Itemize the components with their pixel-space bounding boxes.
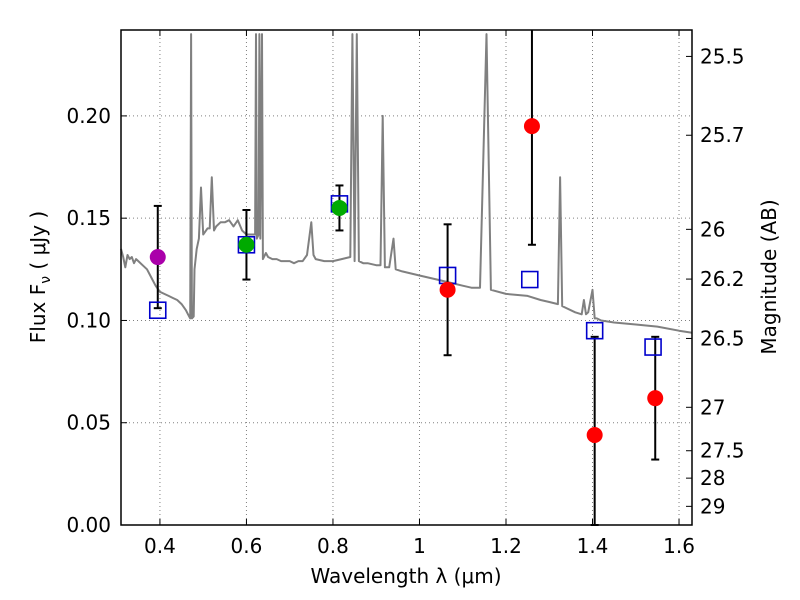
tick-layer: 0.4 0.6 0.8 1 1.2 1.4 1.6 0.00 0.05 0.10 0.15 0.20 2… [66,30,745,558]
mag-tick-label-6: 27.5 [700,439,745,463]
model-point-0 [148,301,167,320]
observed-point-2 [331,199,348,216]
x-tick-label-6: 1.6 [663,534,695,558]
observed-point-3 [439,281,456,298]
x-axis-label: Wavelength λ (μm) [310,564,501,588]
x-tick-label-3: 1 [413,534,426,558]
observed-point-6 [647,390,664,407]
mag-tick-label-4: 26.5 [700,326,745,350]
x-tick-label-2: 0.8 [317,534,349,558]
x-tick-label-5: 1.4 [577,534,609,558]
plot-frame [120,29,693,526]
y-tick-label-3: 0.15 [66,206,111,230]
observed-point-5 [586,427,603,443]
spectrum-line [120,33,693,334]
x-tick-label-0: 0.4 [144,534,176,558]
y-axis-label-unit: ( μJy ) [26,211,50,276]
x-tick-label-1: 0.6 [231,534,263,558]
mag-tick-label-5: 27 [700,395,725,419]
data-layer [120,30,693,526]
y-axis-label: Flux Fν ( μJy ) [26,211,54,343]
model-point-4 [520,270,539,289]
grid-lines [121,30,692,526]
mag-tick-label-3: 26.2 [700,267,745,291]
mag-tick-label-8: 29 [700,494,725,518]
y2-axis-label: Magnitude (AB) [757,199,781,354]
observed-point-1 [238,236,255,253]
y-tick-label-2: 0.10 [66,308,111,332]
y-tick-label-0: 0.00 [66,513,111,537]
y-axis-label-main: Flux F [26,284,50,343]
mag-tick-label-2: 26 [700,217,725,241]
mag-tick-label-0: 25.5 [700,44,745,68]
mag-tick-label-1: 25.7 [700,123,745,147]
x-tick-label-4: 1.2 [490,534,522,558]
observed-point-4 [523,118,540,135]
model-point-6 [644,338,662,356]
y-axis-label-sub: ν [38,276,54,284]
y-tick-label-1: 0.05 [66,411,111,435]
model-point-5 [585,321,604,340]
y-tick-label-4: 0.20 [66,104,111,128]
observed-point-0 [149,249,166,266]
mag-tick-label-7: 28 [700,466,725,490]
